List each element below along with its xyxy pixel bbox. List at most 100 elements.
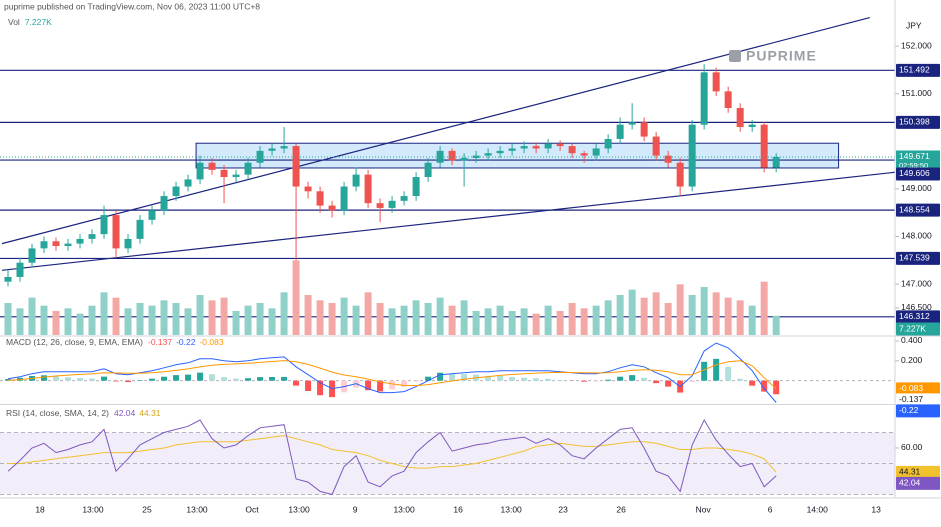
- macd-value-label: -0.083: [899, 383, 923, 393]
- rsi-value: 42.04: [114, 408, 136, 418]
- countdown: 02:59:50: [899, 161, 928, 170]
- macd-hist-value: -0.137: [148, 337, 172, 347]
- histogram-bar: [713, 358, 720, 381]
- histogram-bar: [233, 378, 240, 381]
- level-label: 146.312: [899, 311, 930, 321]
- histogram-bar: [245, 378, 252, 381]
- volume-bar: [160, 300, 168, 335]
- histogram-bar: [413, 380, 420, 382]
- histogram-bar: [533, 378, 540, 381]
- candle-body: [712, 72, 720, 92]
- volume-bar: [556, 311, 564, 335]
- histogram-bar: [161, 376, 168, 381]
- candle-body: [448, 150, 456, 161]
- histogram-bar: [701, 361, 708, 381]
- level-label-box: [896, 63, 940, 77]
- x-tick-label: 16: [453, 504, 463, 514]
- candle-body: [424, 162, 432, 178]
- x-tick-label: 14:00: [807, 504, 829, 514]
- macd-value-label: -0.22: [899, 405, 919, 415]
- candle-body: [328, 205, 336, 211]
- histogram-bar: [437, 372, 444, 381]
- volume-bar: [580, 308, 588, 335]
- rsi-legend: RSI (14, close, SMA, 14, 2) 42.04 44.31: [6, 408, 161, 418]
- candle-body: [256, 150, 264, 163]
- rsi-value-label-box: [896, 465, 940, 479]
- volume-bar: [376, 303, 384, 335]
- candle-body: [364, 174, 372, 204]
- volume-name: Vol: [8, 17, 20, 27]
- volume-bar: [508, 311, 516, 335]
- histogram-bar: [689, 380, 696, 382]
- histogram-bar: [629, 375, 636, 381]
- volume-bar: [328, 303, 336, 335]
- rsi-line: [7, 418, 777, 496]
- volume-bar: [436, 297, 444, 335]
- volume-bar: [628, 289, 636, 335]
- histogram-bar: [593, 380, 600, 382]
- x-tick-label: Nov: [696, 504, 712, 514]
- volume-bar: [712, 292, 720, 335]
- candle-body: [652, 136, 660, 156]
- volume-bar: [568, 303, 576, 335]
- histogram-bar: [761, 380, 768, 392]
- candle-body: [244, 162, 252, 175]
- candle-body: [628, 122, 636, 125]
- volume-bar: [688, 295, 696, 335]
- x-tick-label: 13:00: [186, 504, 208, 514]
- y-tick-label: 151.000: [901, 88, 932, 98]
- histogram-bar: [257, 377, 264, 381]
- candle-body: [436, 150, 444, 163]
- histogram-bar: [725, 366, 732, 381]
- x-tick-label: 13:00: [288, 504, 310, 514]
- volume-bar: [136, 303, 144, 335]
- level-label: 151.492: [899, 65, 930, 75]
- volume-bar: [40, 305, 48, 335]
- histogram-bar: [365, 380, 372, 391]
- candle-body: [292, 146, 300, 187]
- volume-bar: [676, 284, 684, 335]
- histogram-bar: [773, 380, 780, 395]
- candle-body: [268, 148, 276, 151]
- volume-bar: [484, 308, 492, 335]
- histogram-bar: [317, 380, 324, 396]
- histogram-bar: [293, 380, 300, 386]
- histogram-bar: [653, 380, 660, 384]
- candle-body: [124, 238, 132, 249]
- histogram-bar: [41, 375, 48, 381]
- y-tick-label: 149.000: [901, 183, 932, 193]
- macd-value-label-box: [896, 393, 940, 407]
- histogram-bar: [545, 378, 552, 381]
- candle-body: [64, 243, 72, 247]
- histogram-bar: [605, 379, 612, 381]
- candle-body: [676, 162, 684, 187]
- publish-header: puprime published on TradingView.com, No…: [4, 1, 260, 11]
- zone: [195, 142, 840, 169]
- candle-body: [544, 143, 552, 149]
- candle-body: [16, 262, 24, 277]
- current-price-box: [896, 150, 940, 171]
- histogram-bar: [101, 376, 108, 381]
- volume-bar: [148, 305, 156, 335]
- candle-body: [748, 124, 756, 128]
- volume-value: 7.227K: [25, 17, 52, 27]
- candle-body: [556, 143, 564, 147]
- candle-body: [172, 186, 180, 197]
- watermark: PUPRIME: [746, 48, 817, 64]
- volume-bar: [724, 297, 732, 335]
- candle-body: [208, 162, 216, 170]
- candle-body: [40, 241, 48, 249]
- histogram-bar: [509, 376, 516, 381]
- volume-bar: [76, 313, 84, 335]
- candle-body: [400, 196, 408, 201]
- volume-bar: [268, 308, 276, 335]
- rsi-sma-line: [8, 435, 777, 473]
- candle-body: [280, 146, 288, 149]
- volume-bar: [748, 305, 756, 335]
- level-label: 149.606: [899, 168, 930, 178]
- volume-bar: [772, 315, 780, 335]
- volume-bar: [448, 305, 456, 335]
- candle-body: [724, 91, 732, 109]
- y-tick-label: 0.400: [901, 335, 923, 345]
- signal-line: [7, 360, 777, 390]
